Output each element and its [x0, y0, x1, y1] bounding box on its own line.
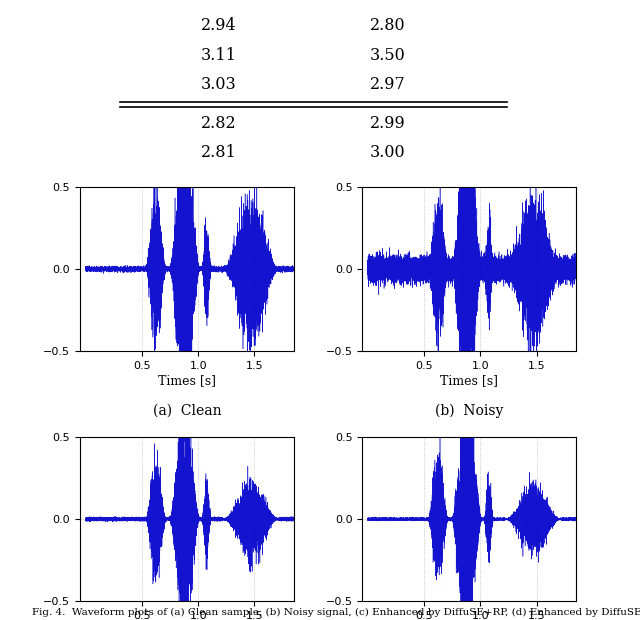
Text: 3.11: 3.11 [201, 46, 237, 63]
Text: (b)  Noisy: (b) Noisy [435, 404, 503, 418]
Text: 2.94: 2.94 [201, 17, 237, 34]
Text: 3.00: 3.00 [370, 144, 405, 161]
Text: 2.80: 2.80 [370, 17, 405, 34]
Text: (a)  Clean: (a) Clean [152, 404, 221, 418]
X-axis label: Times [s]: Times [s] [158, 374, 216, 387]
Text: 3.50: 3.50 [370, 46, 405, 63]
Text: 2.97: 2.97 [370, 76, 405, 92]
Text: 3.03: 3.03 [201, 76, 237, 92]
Text: Fig. 4.  Waveform plots of (a) Clean sample, (b) Noisy signal, (c) Enhanced by D: Fig. 4. Waveform plots of (a) Clean samp… [32, 608, 640, 617]
Text: 2.99: 2.99 [370, 115, 405, 132]
Text: 2.82: 2.82 [201, 115, 237, 132]
X-axis label: Times [s]: Times [s] [440, 374, 498, 387]
Text: 2.81: 2.81 [201, 144, 237, 161]
